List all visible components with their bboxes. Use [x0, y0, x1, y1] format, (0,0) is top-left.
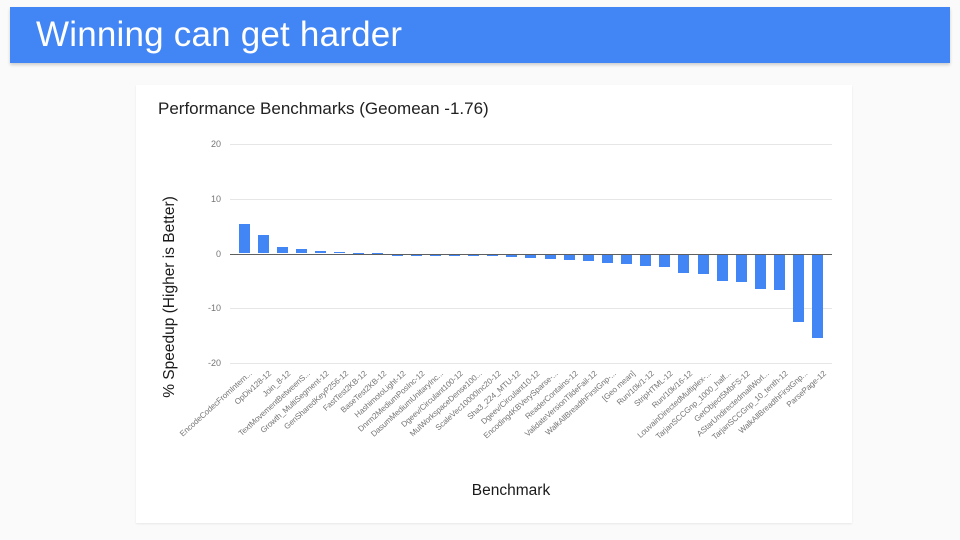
gridline [230, 198, 832, 200]
y-tick-label: 10 [210, 193, 221, 204]
bar [410, 254, 422, 256]
bar [257, 234, 269, 254]
y-tick-label: 20 [210, 139, 221, 149]
gridline [230, 308, 832, 310]
bar [276, 247, 288, 254]
bar [601, 254, 613, 263]
bar [468, 254, 480, 256]
bar [755, 254, 766, 290]
bar [315, 250, 327, 254]
y-tick-label: 0 [215, 248, 221, 259]
y-tick-label: -20 [207, 358, 221, 368]
x-axis-title: Benchmark [471, 482, 551, 499]
bar [678, 254, 690, 274]
chart-title: Performance Benchmarks (Geomean -1.76) [158, 99, 489, 118]
slide-header: Winning can get harder [10, 7, 950, 63]
bar [812, 254, 824, 339]
slide-title: Winning can get harder [36, 15, 403, 54]
y-axis-title: % Speedup (Higher is Better) [161, 196, 178, 398]
gridline [230, 144, 832, 145]
bar [621, 254, 633, 265]
y-tick-label: -10 [207, 303, 221, 314]
bar [716, 254, 728, 281]
bar [334, 252, 346, 254]
bar [238, 223, 250, 254]
bar [487, 254, 499, 257]
bar [563, 254, 575, 260]
zero-axis-line [230, 253, 832, 255]
gridline [230, 363, 832, 364]
bar [448, 254, 460, 256]
bar [735, 254, 747, 283]
bar [582, 254, 594, 262]
bar [525, 254, 537, 258]
bar [659, 254, 671, 268]
bar [774, 254, 786, 291]
bar [793, 254, 805, 323]
plot-area: 20 10 0 -10 -20 EncodeCodecFromIntern... OpDiv… [178, 139, 832, 442]
bar [544, 254, 556, 259]
bar [697, 254, 709, 274]
bar [506, 254, 518, 257]
bar [640, 254, 652, 266]
chart-card: Performance Benchmarks (Geomean -1.76) %… [136, 85, 852, 523]
bar [295, 249, 307, 254]
bar [353, 252, 365, 254]
bar [429, 254, 441, 256]
